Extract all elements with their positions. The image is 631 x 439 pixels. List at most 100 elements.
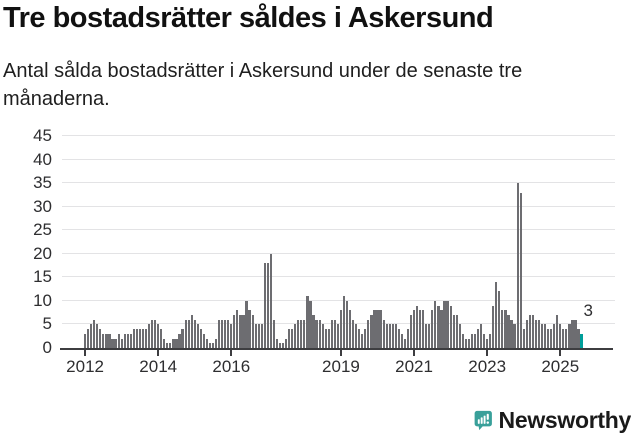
bar (300, 319, 303, 348)
bar (285, 338, 288, 348)
y-tick-label: 35 (33, 173, 52, 193)
bar (160, 329, 163, 348)
y-tick-label: 5 (42, 314, 52, 334)
bar (324, 329, 327, 348)
bar (495, 282, 498, 348)
x-tick-mark (339, 350, 342, 356)
newsworthy-logo-text: Newsworthy (498, 406, 631, 433)
bar (96, 324, 99, 348)
bar (489, 333, 492, 348)
bar (294, 324, 297, 348)
x-tick-mark (413, 350, 416, 356)
y-tick-label: 30 (33, 196, 52, 216)
bar (440, 310, 443, 348)
bar (318, 319, 321, 348)
bar (275, 338, 279, 348)
bar (434, 300, 437, 348)
bar (154, 319, 157, 348)
x-tick-mark (157, 350, 160, 356)
y-tick-label: 20 (33, 243, 52, 263)
bar (397, 329, 400, 348)
bar (330, 319, 333, 348)
y-tick-label: 25 (33, 220, 52, 240)
bar (394, 324, 397, 348)
bar (257, 324, 260, 348)
bar (379, 310, 382, 348)
bar (537, 319, 541, 348)
bar (251, 315, 254, 348)
bar (455, 315, 458, 348)
x-tick-mark (486, 350, 489, 356)
bar (446, 300, 449, 348)
bar (184, 319, 187, 348)
bar (373, 310, 376, 348)
bar (476, 329, 480, 348)
bar (385, 324, 388, 348)
bar (147, 324, 151, 348)
bar (391, 324, 394, 348)
x-tick-label: 2012 (66, 357, 105, 376)
bar (166, 343, 169, 348)
bar (470, 333, 474, 348)
bar (266, 263, 269, 348)
bar (543, 324, 547, 348)
bar (117, 333, 120, 348)
bar (163, 338, 166, 348)
bar (169, 343, 172, 348)
bar (562, 329, 565, 348)
bar (126, 333, 129, 348)
x-tick-label: 2014 (139, 357, 178, 376)
bar (214, 338, 218, 348)
newsworthy-logo: Newsworthy (474, 402, 631, 438)
bar (580, 333, 583, 348)
bar (151, 319, 154, 348)
bar (175, 338, 178, 348)
y-tick-label: 0 (42, 338, 52, 357)
bar (208, 343, 212, 348)
bar (452, 315, 455, 348)
bar (361, 333, 364, 348)
bar (123, 333, 126, 348)
bar (196, 324, 199, 348)
bar (254, 324, 257, 348)
bar (513, 324, 516, 348)
bar (144, 329, 148, 348)
bar (333, 319, 336, 348)
bar (546, 329, 550, 348)
bar (510, 319, 513, 348)
bar (272, 319, 276, 348)
bar (345, 300, 349, 348)
bar (540, 324, 544, 348)
bar (400, 333, 403, 348)
bar (90, 324, 93, 348)
bar (245, 300, 248, 348)
bar (461, 333, 464, 348)
x-tick-mark (84, 350, 87, 356)
bar (202, 333, 205, 348)
bar (263, 263, 266, 348)
bar (553, 324, 556, 348)
bar (349, 310, 352, 348)
bar (483, 333, 486, 348)
bar-chart: 0 5 10 15 20 25 30 35 40 45 2012 2014 2016 2019 2021 2… (33, 126, 615, 376)
bar (278, 343, 282, 348)
bar (114, 338, 117, 348)
x-tick-label: 2021 (395, 357, 433, 376)
bar (99, 329, 102, 348)
x-tick-label: 2016 (212, 357, 251, 376)
bar (388, 324, 391, 348)
bar (556, 315, 559, 348)
bar (376, 310, 379, 348)
bar (312, 315, 315, 348)
bar (321, 324, 324, 348)
bar (571, 319, 574, 348)
y-tick-label: 40 (33, 149, 52, 169)
bar (315, 319, 318, 348)
bar (239, 315, 242, 348)
bar (492, 305, 495, 348)
bar (181, 329, 184, 348)
bar (416, 305, 419, 348)
bar (412, 310, 416, 348)
x-axis-line (60, 348, 613, 350)
